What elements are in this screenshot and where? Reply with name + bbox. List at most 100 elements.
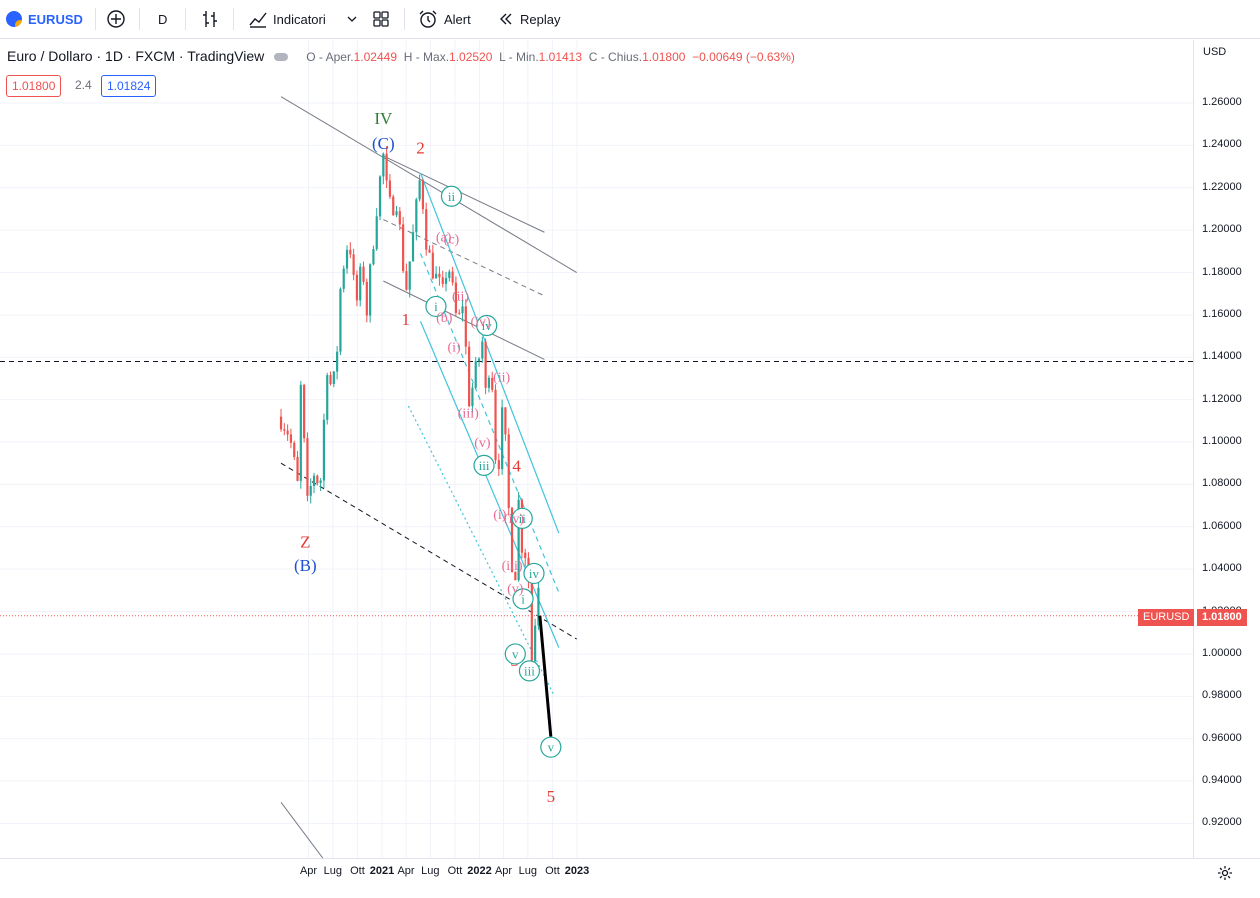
wave-label-circle [511, 507, 533, 529]
wave-label: (iii) [458, 406, 479, 421]
wave-label-circle [518, 660, 541, 682]
wave-label: ii [448, 189, 456, 204]
currency-selector[interactable]: USD [1203, 46, 1227, 58]
indicators-dropdown-button[interactable] [346, 0, 358, 38]
time-tick-label: Apr [494, 865, 513, 877]
visibility-eye-icon[interactable] [274, 53, 289, 62]
buy-price-button[interactable]: 1.01824 [101, 75, 157, 97]
time-tick-label: 2023 [564, 865, 590, 877]
candle-body [497, 460, 500, 470]
candle-body [336, 351, 339, 372]
legend-title: Euro / Dollaro · 1D · FXCM · TradingView [7, 48, 265, 64]
wave-label: i [434, 299, 438, 314]
candle-body [425, 209, 428, 250]
candle-body [477, 358, 481, 362]
time-tick-label: Ott [350, 865, 365, 877]
candle-body [369, 264, 372, 316]
symbol-search-button[interactable]: EURUSD [6, 0, 83, 38]
price-tick-label: 1.06000 [1202, 519, 1242, 532]
time-tick-label: Lug [518, 865, 538, 877]
alert-button[interactable]: Alert [418, 0, 471, 38]
wave-label-circle [504, 643, 526, 665]
wave-label: (i) [493, 508, 507, 523]
candle-body [286, 430, 289, 435]
wave-label-circle [473, 454, 495, 476]
gear-icon[interactable] [1217, 865, 1233, 881]
candle-body [378, 176, 382, 217]
candle-body [421, 180, 425, 210]
price-tick-label: 1.20000 [1202, 223, 1242, 236]
candle-body [342, 268, 345, 289]
candle-body [296, 456, 299, 481]
candle-body [471, 387, 474, 407]
candle-body [435, 273, 438, 279]
candle-body [319, 480, 322, 484]
trend-line [280, 801, 324, 858]
price-tick-label: 0.92000 [1202, 816, 1242, 829]
candle-body [507, 434, 510, 508]
candle-body [322, 419, 326, 481]
candle-body [293, 442, 296, 457]
time-scale[interactable] [0, 858, 1260, 898]
interval-button[interactable]: D [158, 0, 167, 38]
plus-circle-icon [107, 10, 125, 28]
wave-label: (v) [507, 582, 524, 597]
candle-body [494, 389, 497, 461]
bar-chart-type-icon [203, 11, 217, 27]
time-tick-label: Ott [447, 865, 463, 877]
candle-body [438, 273, 441, 278]
indicators-button[interactable]: Indicatori [248, 0, 326, 38]
layouts-button[interactable] [371, 0, 391, 38]
price-chart[interactable]: IV(C)Z(B)12345iiiiviiiviiiiviiiv(a)(c)(b… [0, 40, 1193, 858]
price-scale[interactable] [1193, 40, 1260, 858]
candle-body [491, 377, 494, 390]
price-tick-label: 1.00000 [1202, 646, 1242, 659]
candle-body [352, 254, 355, 275]
candle-body [444, 278, 448, 284]
wave-label: iv [482, 318, 493, 333]
wave-label: Z [300, 533, 310, 552]
price-tick-label: 1.16000 [1202, 307, 1242, 320]
wave-label: v [548, 740, 555, 755]
candle-body [418, 180, 421, 200]
time-tick-label: Ott [545, 865, 560, 877]
wave-label: 5 [547, 787, 556, 806]
candle-body [309, 486, 312, 496]
chart-type-button[interactable] [200, 0, 220, 38]
last-price-value-tag: 1.01800 [1197, 609, 1247, 626]
ohlc-values: O - Aper.1.02449 H - Max.1.02520 L - Min… [306, 50, 795, 64]
candle-body [464, 306, 467, 347]
trend-line [280, 462, 577, 640]
price-tick-label: 1.04000 [1202, 562, 1242, 575]
time-tick-label: Lug [421, 865, 440, 877]
wave-label: ii [519, 511, 527, 526]
candle-body [395, 211, 398, 216]
candle-body [372, 249, 375, 265]
candle-body [481, 341, 484, 359]
candle-body [382, 153, 385, 177]
wave-label-circle [440, 185, 463, 207]
wave-label: (ii) [493, 370, 510, 385]
candle-body [431, 252, 434, 279]
wave-label: (v) [474, 436, 491, 451]
candle-body [468, 346, 471, 407]
compare-symbol-button[interactable] [106, 0, 126, 38]
wave-label: IV [374, 109, 393, 128]
candle-body [458, 312, 461, 314]
time-tick-label: Lug [323, 865, 343, 877]
wave-label: iii [479, 458, 490, 473]
wave-label-circle [476, 314, 498, 337]
wave-label: i [521, 591, 525, 606]
candle-body [316, 475, 319, 484]
wave-label: (C) [372, 134, 395, 153]
candle-body [484, 341, 487, 388]
chart-legend: Euro / Dollaro · 1D · FXCM · TradingView… [7, 48, 795, 64]
candle-body [385, 153, 388, 181]
candle-body [487, 377, 491, 388]
candle-body [451, 271, 454, 283]
replay-button[interactable]: Replay [498, 0, 560, 38]
sell-price-button[interactable]: 1.01800 [6, 75, 62, 97]
candle-body [524, 552, 527, 558]
candle-body [510, 507, 514, 572]
candle-body [312, 475, 316, 487]
